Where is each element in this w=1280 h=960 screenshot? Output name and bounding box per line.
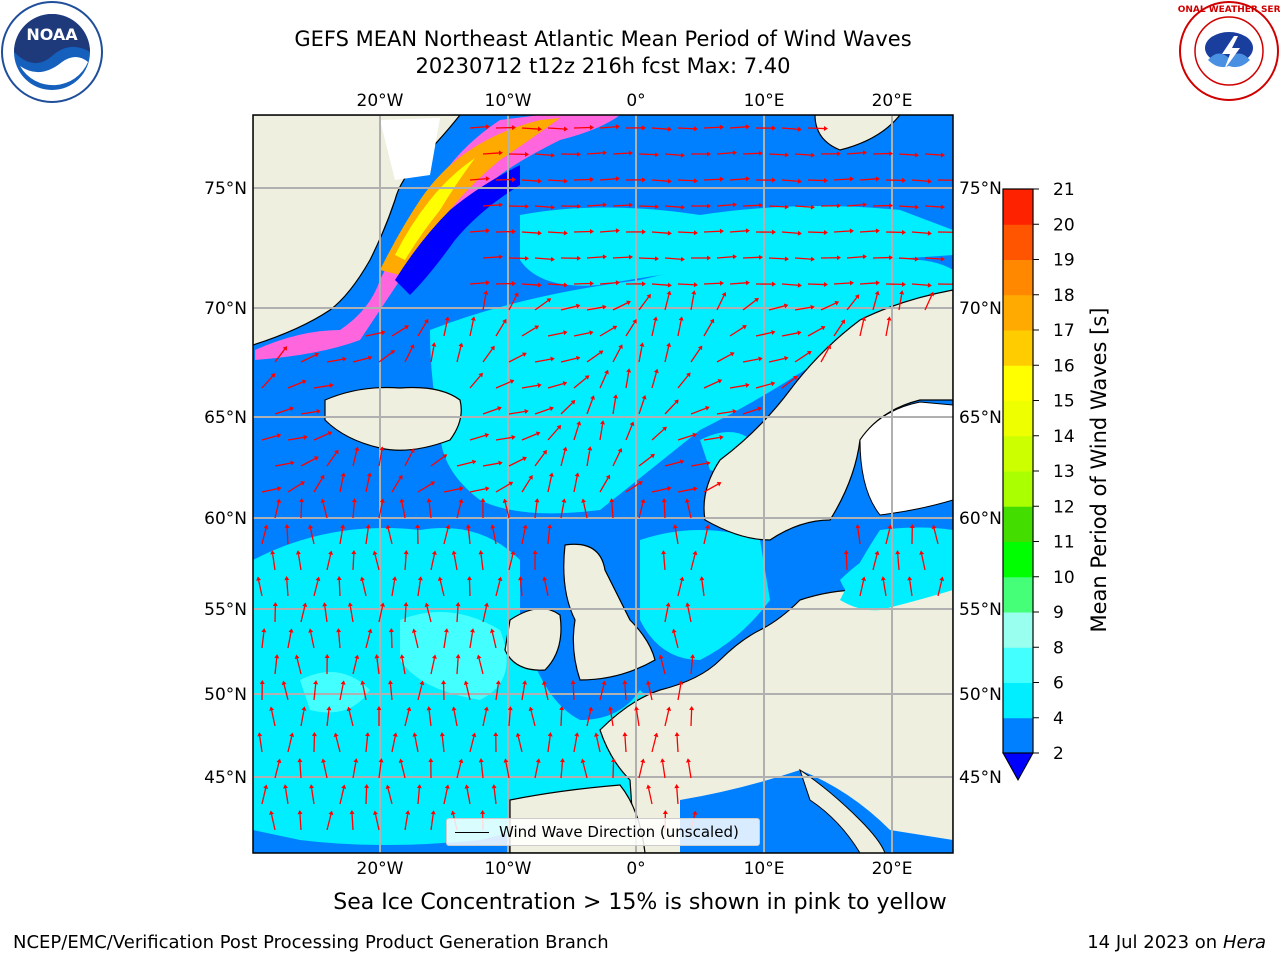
lon-tick-bottom: 20°E xyxy=(872,859,913,879)
colorbar-segment xyxy=(1003,435,1033,472)
colorbar-segment xyxy=(1003,541,1033,578)
nws-logo-icon: NATIONAL WEATHER SERVICE xyxy=(1178,1,1280,101)
colorbar-tick-label: 9 xyxy=(1053,603,1064,623)
colorbar-tick-label: 11 xyxy=(1053,533,1075,553)
sea-ice-band xyxy=(255,115,620,360)
legend-line-icon xyxy=(455,831,489,833)
colorbar-tick-label: 15 xyxy=(1053,392,1075,412)
lon-tick-bottom: 20°W xyxy=(357,859,404,879)
colorbar-segment xyxy=(1003,612,1033,648)
ireland-land xyxy=(504,608,562,671)
colorbar-tick-label: 18 xyxy=(1053,286,1075,306)
colorbar-segment xyxy=(1003,189,1033,225)
lon-tick-bottom: 10°W xyxy=(485,859,532,879)
lon-tick-bottom: 10°E xyxy=(744,859,785,879)
colorbar-segment xyxy=(1003,576,1033,613)
lat-tick-right: 60°N xyxy=(959,509,1002,529)
lat-tick-right: 75°N xyxy=(959,179,1002,199)
bothnia-ice xyxy=(859,401,953,516)
colorbar-tick-label: 6 xyxy=(1053,674,1064,694)
lon-tick-top: 0° xyxy=(626,91,645,111)
iceland-land xyxy=(324,386,462,451)
footer-host: Hera xyxy=(1222,932,1266,953)
map-frame xyxy=(252,114,954,854)
colorbar-tick-label: 13 xyxy=(1053,462,1075,482)
colorbar-label: Mean Period of Wind Waves [s] xyxy=(1087,308,1111,633)
map-title: GEFS MEAN Northeast Atlantic Mean Period… xyxy=(294,27,912,51)
colorbar-tick-label: 8 xyxy=(1053,638,1064,658)
colorbar-tick-label: 17 xyxy=(1053,321,1075,341)
lat-tick-right: 50°N xyxy=(959,685,1002,705)
lon-tick-top: 20°W xyxy=(357,91,404,111)
noaa-logo-text: NOAA xyxy=(26,25,78,44)
lon-tick-top: 10°W xyxy=(485,91,532,111)
colorbar-segment xyxy=(1003,330,1033,366)
footer-date: 14 Jul 2023 on Hera xyxy=(1087,932,1266,953)
colorbar-tick-label: 4 xyxy=(1053,709,1064,729)
legend-label: Wind Wave Direction (unscaled) xyxy=(499,823,739,841)
footer-date-text: 14 Jul 2023 on xyxy=(1087,932,1223,953)
italy-land xyxy=(799,768,886,853)
lat-tick-right: 55°N xyxy=(959,600,1002,620)
colorbar-segment xyxy=(1003,506,1033,542)
lat-tick-left: 50°N xyxy=(204,685,247,705)
colorbar-segment xyxy=(1003,717,1033,754)
britain-land xyxy=(563,543,656,681)
colorbar-tick-label: 12 xyxy=(1053,497,1075,517)
colorbar-tick-label: 10 xyxy=(1053,568,1075,588)
wind-wave-arrows xyxy=(256,124,953,831)
noaa-logo-icon: NOAA xyxy=(1,1,103,103)
lat-tick-left: 45°N xyxy=(204,768,247,788)
lat-tick-left: 65°N xyxy=(204,408,247,428)
map-legend: Wind Wave Direction (unscaled) xyxy=(446,818,760,846)
svg-text:NATIONAL WEATHER SERVICE: NATIONAL WEATHER SERVICE xyxy=(1178,5,1280,15)
colorbar-segment xyxy=(1003,294,1033,331)
colorbar: 2 4 6 8 9 10 11 12 13 14 15 16 17 18 19 20 21 xyxy=(1002,180,1075,782)
colorbar-tick-label: 21 xyxy=(1053,180,1075,200)
colorbar-segment xyxy=(1003,400,1033,437)
lat-tick-left: 55°N xyxy=(204,600,247,620)
map-subtitle: 20230712 t12z 216h fcst Max: 7.40 xyxy=(415,54,791,78)
footer-credit: NCEP/EMC/Verification Post Processing Pr… xyxy=(13,932,609,953)
colorbar-segment xyxy=(1003,259,1033,296)
colorbar-segment xyxy=(1003,647,1033,683)
lon-tick-top: 10°E xyxy=(744,91,785,111)
colorbar-segment xyxy=(1003,224,1033,260)
lat-tick-right: 45°N xyxy=(959,768,1002,788)
lat-tick-left: 60°N xyxy=(204,509,247,529)
sea-ice-note: Sea Ice Concentration > 15% is shown in … xyxy=(333,890,947,915)
colorbar-tick-label: 20 xyxy=(1053,215,1075,235)
colorbar-segment xyxy=(1003,682,1033,719)
wave-period-6-8-region xyxy=(300,612,507,713)
colorbar-tick-label: 2 xyxy=(1053,744,1064,764)
lat-tick-left: 75°N xyxy=(204,179,247,199)
colorbar-segment xyxy=(1003,365,1033,401)
lon-tick-top: 20°E xyxy=(872,91,913,111)
colorbar-extend-arrow xyxy=(1002,752,1034,782)
colorbar-tick-label: 19 xyxy=(1053,251,1075,271)
colorbar-tick-label: 14 xyxy=(1053,427,1075,447)
greenland-ice xyxy=(380,118,440,180)
baltic-sea xyxy=(840,527,953,611)
lon-tick-bottom: 0° xyxy=(626,859,645,879)
lat-tick-right: 65°N xyxy=(959,408,1002,428)
map-area xyxy=(253,115,953,853)
colorbar-segment xyxy=(1003,471,1033,507)
lat-tick-left: 70°N xyxy=(204,299,247,319)
lat-tick-right: 70°N xyxy=(959,299,1002,319)
colorbar-tick-label: 16 xyxy=(1053,356,1075,376)
